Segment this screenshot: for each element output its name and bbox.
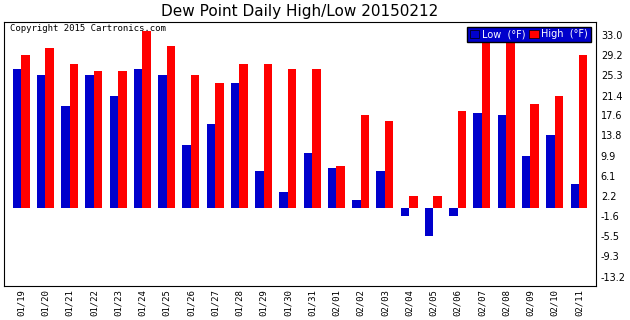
Bar [45,48,54,208]
Bar [94,71,103,208]
Bar [555,96,563,208]
Bar [110,96,118,208]
Bar [312,69,321,208]
Text: Copyright 2015 Cartronics.com: Copyright 2015 Cartronics.com [10,24,166,33]
Bar [546,135,555,208]
Bar [86,75,94,208]
Bar [70,64,78,208]
Bar [255,171,264,208]
Title: Dew Point Daily High/Low 20150212: Dew Point Daily High/Low 20150212 [161,4,438,19]
Bar [288,69,297,208]
Bar [410,196,418,208]
Bar [191,75,200,208]
Bar [328,168,336,208]
Bar [401,208,410,216]
Bar [433,196,442,208]
Bar [530,104,539,208]
Bar [134,69,142,208]
Bar [118,71,127,208]
Bar [474,113,482,208]
Bar [571,184,579,208]
Bar [158,75,167,208]
Bar [352,200,361,208]
Bar [231,83,239,208]
Bar [183,145,191,208]
Bar [304,153,312,208]
Bar [385,121,394,208]
Bar [449,208,458,216]
Bar [239,64,248,208]
Bar [507,32,515,208]
Bar [167,46,175,208]
Bar [21,55,30,208]
Bar [336,166,345,208]
Bar [280,192,288,208]
Bar [579,55,588,208]
Bar [425,208,433,236]
Bar [264,64,272,208]
Bar [207,124,215,208]
Bar [522,156,530,208]
Bar [498,116,507,208]
Bar [458,111,466,208]
Bar [361,116,369,208]
Bar [482,32,491,208]
Bar [37,75,45,208]
Bar [13,69,21,208]
Bar [377,171,385,208]
Bar [142,31,151,208]
Bar [61,106,70,208]
Legend: Low  (°F), High  (°F): Low (°F), High (°F) [467,27,591,43]
Bar [215,83,224,208]
